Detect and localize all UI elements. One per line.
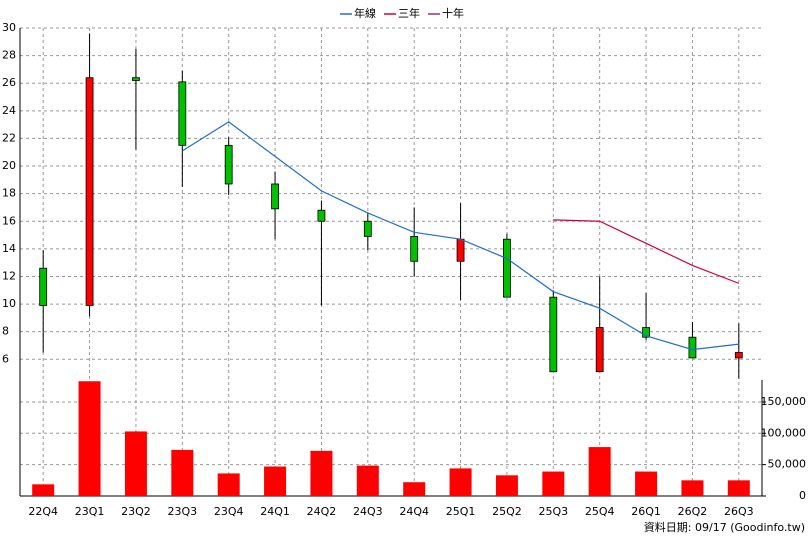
y-tick-label: 26 [2, 76, 16, 89]
volume-bar [78, 381, 101, 496]
y-tick-label: 22 [2, 131, 16, 144]
ma-line [181, 121, 739, 351]
x-tick-label: 25Q4 [585, 505, 615, 518]
candle-body [688, 336, 697, 359]
candle-body [734, 351, 743, 359]
candle-body [456, 238, 465, 262]
candle-body [503, 238, 511, 298]
candle-body [595, 327, 604, 373]
y-tick-label: 10 [2, 297, 16, 310]
x-tick-label: 25Q2 [492, 505, 522, 518]
volume-bar [171, 449, 194, 496]
volume-bar [588, 447, 611, 496]
x-tick-label: 25Q3 [538, 505, 568, 518]
candle-body [85, 77, 94, 306]
legend-label: 年線 [354, 6, 376, 20]
y-tick-label: 18 [2, 187, 16, 200]
candle-body [363, 220, 372, 237]
y-tick-label: 6 [2, 352, 9, 365]
x-tick-label: 25Q1 [446, 505, 476, 518]
x-tick-label: 24Q1 [260, 505, 290, 518]
x-tick-label: 24Q2 [307, 505, 337, 518]
x-tick-label: 26Q2 [678, 505, 708, 518]
volume-bar [310, 450, 333, 496]
x-tick-label: 23Q3 [167, 505, 197, 518]
y-tick-label: 24 [2, 104, 16, 117]
volume-bar [542, 471, 565, 496]
y-tick-label: 28 [2, 49, 16, 62]
volume-bar [727, 480, 750, 496]
y-tick-label: 12 [2, 269, 16, 282]
y-tick-label: 30 [2, 21, 16, 34]
candle-body [549, 296, 558, 373]
volume-bar [449, 468, 472, 496]
y-tick-label: 50,000 [768, 458, 807, 471]
volume-bar [124, 431, 147, 496]
x-tick-label: 26Q3 [724, 505, 754, 518]
candle-body [317, 209, 326, 222]
volume-bar [681, 480, 704, 496]
candle-body [224, 144, 233, 185]
candle-body [178, 81, 187, 146]
volume-bar [635, 471, 658, 496]
candle-body [132, 77, 140, 81]
candle-body [271, 183, 279, 210]
y-tick-label: 14 [2, 242, 16, 255]
x-tick-label: 26Q1 [631, 505, 661, 518]
x-tick-label: 24Q4 [399, 505, 429, 518]
ma-line [553, 219, 740, 284]
volume-bar [32, 484, 55, 496]
y-tick-label: 16 [2, 214, 16, 227]
y-tick-label: 100,000 [761, 426, 807, 439]
volume-bar [356, 465, 379, 496]
y-tick-label: 150,000 [761, 395, 807, 408]
candle-body [410, 236, 419, 262]
volume-bar [217, 473, 240, 496]
candle-body [39, 267, 48, 306]
y-tick-label: 8 [2, 325, 9, 338]
candle-body [642, 327, 650, 338]
y-tick-label: 0 [799, 489, 806, 502]
footer: 資料日期: 09/17 (Goodinfo.tw) [644, 520, 805, 534]
x-tick-label: 23Q2 [121, 505, 151, 518]
legend-label: 十年 [442, 6, 464, 20]
x-tick-label: 22Q4 [28, 505, 58, 518]
legend-label: 三年 [398, 6, 420, 20]
x-tick-label: 24Q3 [353, 505, 383, 518]
x-tick-label: 23Q4 [214, 505, 244, 518]
x-tick-label: 23Q1 [75, 505, 105, 518]
volume-bar [495, 475, 518, 496]
y-tick-label: 20 [2, 159, 16, 172]
volume-bar [264, 466, 287, 496]
volume-bar [403, 482, 426, 496]
